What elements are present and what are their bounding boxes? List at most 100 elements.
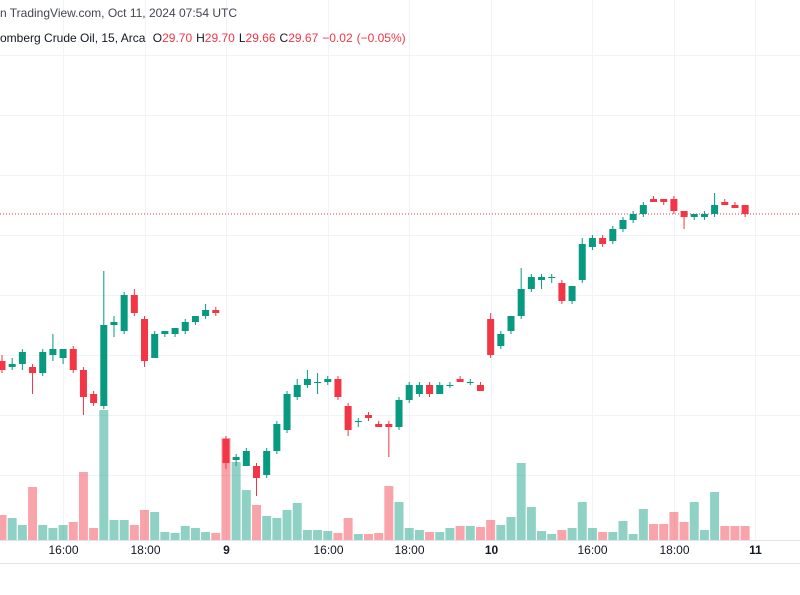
volume-bar	[475, 527, 485, 540]
candle-body	[334, 379, 342, 397]
candle-body	[253, 466, 260, 478]
candle-body	[90, 394, 98, 403]
candle-body	[151, 334, 159, 358]
volume-bar	[567, 528, 577, 540]
candle-body	[283, 394, 291, 430]
volume-bar	[689, 502, 699, 540]
volume-bar	[628, 534, 638, 540]
volume-bar	[343, 518, 353, 540]
candle-body	[242, 451, 250, 466]
x-tick-label: 18:00	[130, 543, 160, 557]
volume-bar	[445, 528, 455, 540]
candle-body	[517, 289, 525, 316]
x-tick-label: 9	[223, 543, 230, 557]
candle-body	[497, 334, 505, 346]
volume-bar	[201, 532, 211, 540]
volume-bar	[455, 526, 465, 540]
volume-bar	[78, 472, 88, 540]
candle-body	[741, 205, 749, 214]
x-tick-label: 10	[485, 543, 499, 557]
volume-bar	[516, 463, 526, 540]
volume-bar	[252, 505, 261, 540]
candle-body	[212, 310, 220, 313]
volume-bar	[710, 492, 720, 540]
candle-body	[456, 379, 464, 382]
volume-bar	[537, 531, 547, 540]
volume-bar	[414, 530, 424, 540]
volume-bar	[577, 502, 587, 540]
volume-bar	[180, 526, 190, 540]
x-tick-label: 18:00	[659, 543, 689, 557]
volume-bar	[170, 533, 180, 540]
volume-bar	[28, 487, 38, 540]
x-tick-label: 16:00	[313, 543, 343, 557]
volume-bar	[526, 507, 536, 540]
volume-bar	[506, 517, 516, 540]
candle-body	[303, 379, 311, 385]
volume-bar	[109, 520, 119, 540]
volume-bar	[557, 530, 567, 540]
volume-layer	[0, 410, 750, 540]
volume-bar	[547, 534, 557, 540]
candle-body	[670, 199, 678, 211]
candle-body	[599, 238, 607, 244]
volume-bar	[699, 530, 709, 540]
volume-bar	[89, 528, 99, 540]
candle-body	[161, 331, 169, 334]
candle-body	[395, 400, 403, 427]
candle-body	[405, 385, 413, 400]
candle-body	[619, 220, 627, 229]
candle-body	[527, 277, 535, 289]
candle-body	[690, 214, 698, 217]
candle-body	[191, 316, 199, 322]
volume-bar	[282, 510, 292, 540]
volume-bar	[353, 534, 363, 540]
candle-body	[273, 424, 281, 451]
candle-body	[385, 424, 393, 427]
candle-body	[487, 319, 495, 355]
candle-body	[39, 352, 47, 373]
volume-bar	[649, 524, 659, 540]
candle-body	[680, 211, 688, 217]
candle-body	[263, 451, 271, 475]
volume-bar	[740, 526, 750, 540]
volume-bar	[425, 532, 435, 540]
volume-bar	[496, 525, 506, 540]
volume-bar	[333, 533, 343, 540]
volume-bar	[669, 512, 679, 540]
volume-bar	[17, 525, 27, 540]
volume-bar	[241, 490, 251, 540]
candle-body	[354, 421, 362, 422]
x-tick-label: 11	[749, 543, 762, 557]
candle-body	[476, 385, 484, 391]
volume-bar	[129, 525, 139, 540]
volume-bar	[68, 522, 78, 540]
volume-bar	[272, 518, 282, 540]
volume-bar	[598, 532, 608, 540]
candle-body	[59, 349, 67, 358]
candle-body	[375, 424, 383, 427]
volume-bar	[7, 518, 17, 540]
candle-body	[69, 349, 77, 370]
candle-body	[130, 295, 138, 313]
volume-bar	[465, 526, 475, 540]
candle-body	[731, 205, 739, 208]
volume-bar	[608, 532, 618, 540]
candle-body	[446, 385, 454, 386]
candle-body	[558, 283, 566, 301]
candle-body	[538, 277, 546, 280]
candle-body	[415, 385, 423, 394]
volume-bar	[679, 522, 689, 540]
volume-bar	[48, 528, 58, 540]
candle-body	[202, 310, 210, 316]
candle-body	[426, 385, 434, 394]
volume-bar	[323, 531, 333, 540]
volume-bar	[659, 524, 669, 540]
candle-body	[120, 295, 128, 331]
volume-bar	[394, 502, 404, 540]
volume-bar	[190, 528, 200, 540]
candle-body	[578, 244, 586, 280]
volume-bar	[231, 462, 241, 540]
